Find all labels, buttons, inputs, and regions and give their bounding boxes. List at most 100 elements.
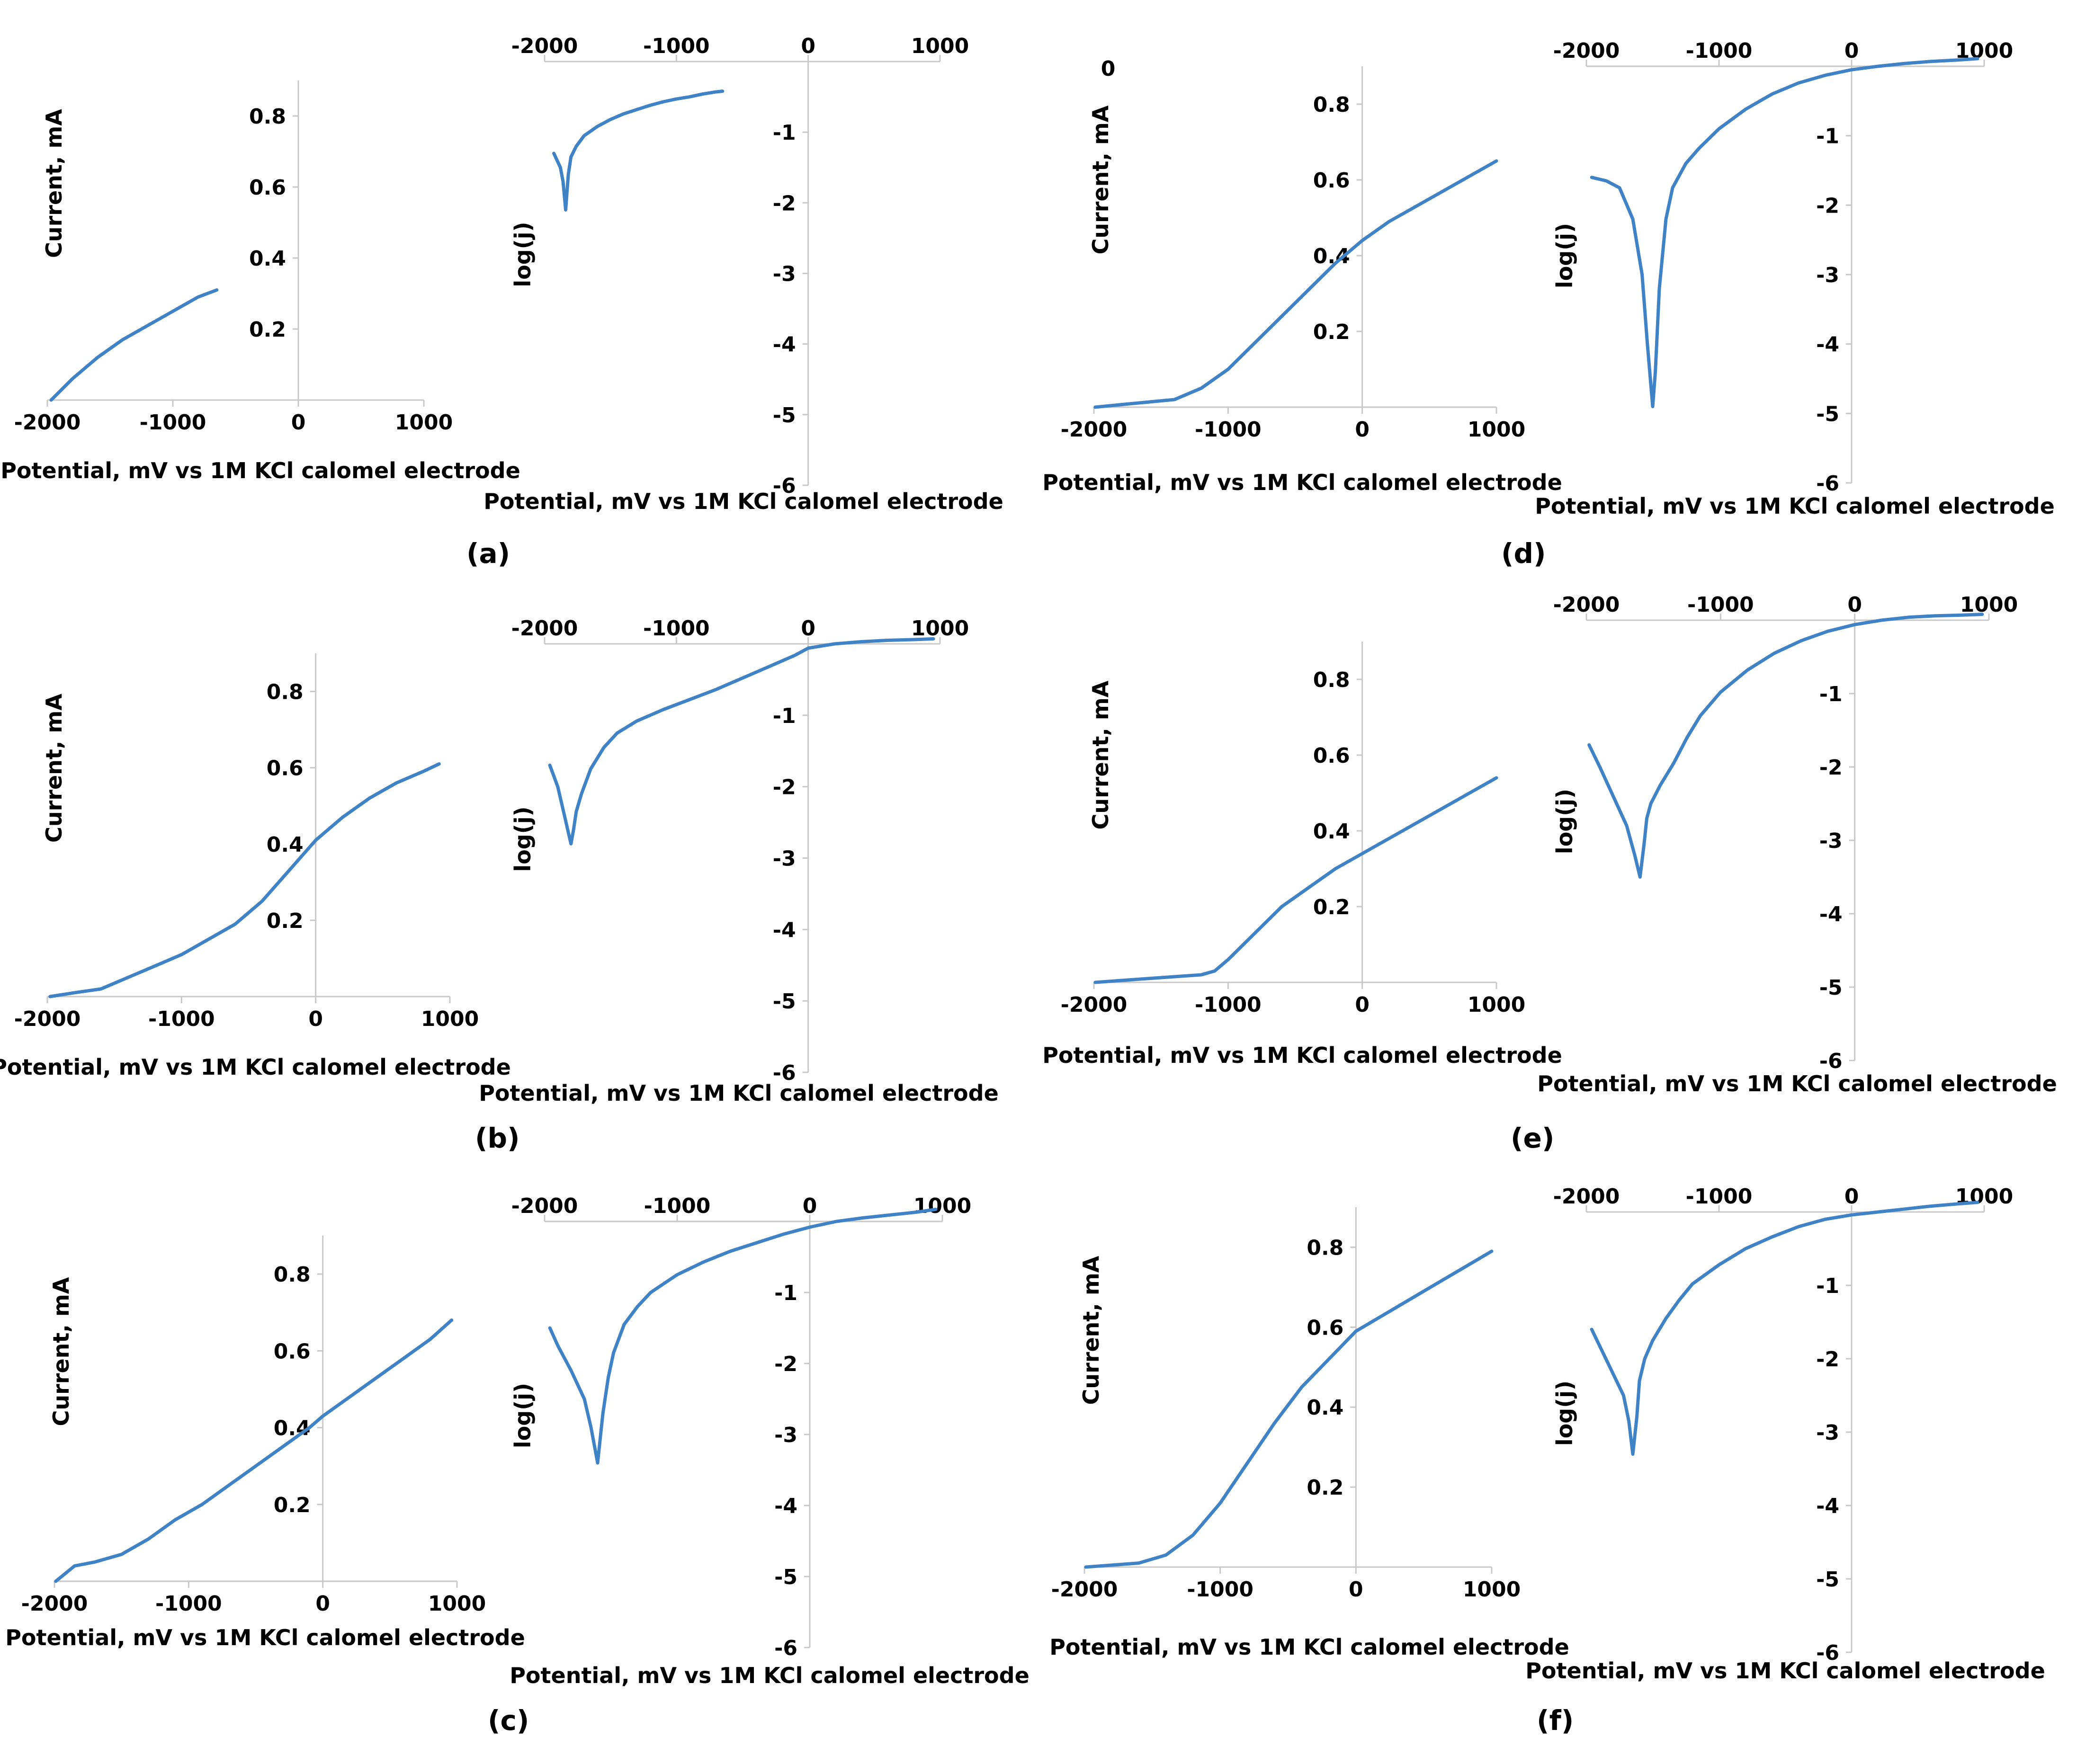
panel-f-linear-y-label: Current, mA (1078, 1256, 1104, 1405)
panel-a-tafel-y-tick-label: -1 (773, 121, 796, 145)
panel-b-tafel-x-tick-label: 0 (801, 616, 815, 641)
panel-e-tafel-y-tick-label: -2 (1819, 756, 1843, 780)
panel-b-linear-y-tick-label: 0.6 (267, 757, 304, 781)
panel-label-c: (c) (488, 1704, 529, 1737)
panel-a-linear-curve (49, 288, 219, 402)
panel-d-linear-y-label: Current, mA (1088, 105, 1113, 254)
panel-d-linear-x-label: Potential, mV vs 1M KCl calomel electrod… (1042, 470, 1562, 495)
panel-e-linear-x-label: Potential, mV vs 1M KCl calomel electrod… (1042, 1042, 1562, 1068)
panel-a-linear-x-tick-label: -2000 (14, 410, 81, 435)
panel-c-linear-x-tick-label: 1000 (428, 1592, 486, 1616)
panel-b-linear-x-label: Potential, mV vs 1M KCl calomel electrod… (0, 1054, 511, 1080)
panel-e-linear-x-tick-label: -2000 (1061, 993, 1128, 1017)
panel-f-tafel-y-tick-label: -2 (1816, 1347, 1839, 1372)
panel-e-linear-x-tick-label: 0 (1355, 993, 1370, 1017)
panel-a-tafel-y-tick-label: -6 (773, 474, 796, 498)
panel-a-linear-y-tick-label: 0.2 (249, 318, 286, 342)
panel-b-linear-x-tick-label: -1000 (148, 1007, 215, 1031)
panel-b-tafel-y-tick-label: -6 (773, 1061, 796, 1085)
panel-e-linear-y-tick-label: 0.8 (1313, 668, 1350, 692)
panel-c-tafel-y-tick-label: -6 (774, 1636, 797, 1660)
panel-e-tafel-y-label: log(j) (1552, 789, 1577, 854)
panel-d-tafel-curve (1590, 57, 1979, 409)
panel-e-tafel-x-tick-label: -1000 (1687, 593, 1754, 617)
panel-d-tafel-x-label: Potential, mV vs 1M KCl calomel electrod… (1535, 493, 2055, 519)
panel-f-linear-y-tick-label: 0.6 (1307, 1316, 1343, 1340)
panel-b-linear-y-label: Current, mA (41, 694, 67, 843)
panel-c-tafel-y-tick-label: -3 (774, 1423, 797, 1447)
panel-a-linear-y-tick-label: 0.4 (249, 247, 286, 271)
panel-f-tafel-x-label: Potential, mV vs 1M KCl calomel electrod… (1525, 1658, 2045, 1684)
panel-a-tafel-x-tick-label: 1000 (911, 34, 969, 58)
panel-label-d: (d) (1501, 537, 1546, 570)
panel-d-linear-curve (1093, 159, 1498, 409)
panel-c-linear-x-tick-label: -2000 (21, 1592, 88, 1616)
panel-f-linear-x-label: Potential, mV vs 1M KCl calomel electrod… (1049, 1634, 1569, 1660)
panel-a-tafel-x-tick-label: -1000 (643, 34, 710, 58)
panel-e-tafel-x-label: Potential, mV vs 1M KCl calomel electrod… (1537, 1071, 2057, 1096)
panel-c-tafel-y-label: log(j) (510, 1383, 536, 1448)
panel-f-tafel-y-tick-label: -4 (1816, 1494, 1839, 1518)
panel-b-linear-curve (48, 762, 441, 998)
panel-e-tafel-y-tick-label: -1 (1819, 682, 1843, 706)
panel-d-linear-x-tick-label: -1000 (1195, 418, 1262, 442)
panel-c-linear-y-tick-label: 0.4 (274, 1417, 311, 1441)
panel-e-linear-x-tick-label: 1000 (1468, 993, 1525, 1017)
panel-b-linear-x-tick-label: -2000 (14, 1007, 81, 1031)
panel-b-tafel-y-tick-label: -1 (773, 704, 796, 728)
panel-a-linear-y-tick-label: 0.8 (249, 105, 286, 129)
panel-a-tafel-x-tick-label: 0 (801, 34, 815, 58)
panel-e-linear-y-label: Current, mA (1088, 680, 1113, 829)
panel-c-tafel-x-label: Potential, mV vs 1M KCl calomel electrod… (510, 1663, 1030, 1688)
panel-f-tafel-x-tick-label: -2000 (1553, 1185, 1620, 1209)
panel-d-tafel-y-label: log(j) (1552, 223, 1577, 288)
panel-c-tafel-x-tick-label: -2000 (511, 1194, 578, 1218)
panel-e-linear-curve (1093, 776, 1498, 984)
panel-c-tafel-x-tick-label: 0 (803, 1194, 817, 1218)
panel-e-tafel-y-tick-label: -6 (1819, 1049, 1843, 1073)
panel-b-tafel-x-label: Potential, mV vs 1M KCl calomel electrod… (479, 1080, 999, 1106)
panel-label-a: (a) (466, 537, 510, 570)
panel-b-tafel-y-tick-label: -3 (773, 847, 796, 871)
panel-f-linear-x-tick-label: 0 (1349, 1577, 1363, 1602)
panel-f-linear-y-tick-label: 0.8 (1307, 1236, 1343, 1260)
panel-f-tafel-x-tick-label: 0 (1844, 1185, 1859, 1209)
panel-a-tafel-y-tick-label: -5 (773, 403, 796, 428)
panel-c-tafel-y-tick-label: -2 (774, 1352, 797, 1376)
panel-a-tafel-y-tick-label: -4 (773, 333, 796, 357)
panel-b-linear-x-tick-label: 1000 (421, 1007, 479, 1031)
panel-b-tafel-x-tick-label: -1000 (643, 616, 710, 641)
panel-label-f: (f) (1537, 1704, 1574, 1737)
panel-e-tafel-curve (1587, 613, 1984, 879)
panel-a-linear-y-tick-label: 0.6 (249, 176, 286, 200)
panel-d-tafel-x-tick-label: -1000 (1686, 39, 1753, 63)
panel-a-linear-x-label: Potential, mV vs 1M KCl calomel electrod… (0, 458, 520, 483)
panel-d-linear-x-tick-label: 0 (1355, 418, 1370, 442)
panel-f-linear-x-tick-label: 1000 (1463, 1577, 1521, 1602)
panel-d-linear-x-tick-label: 1000 (1468, 418, 1525, 442)
panel-d-tafel-y-tick-label: -2 (1816, 194, 1839, 218)
panel-e-tafel-x-tick-label: 1000 (1960, 593, 2018, 617)
panel-e-linear-y-tick-label: 0.6 (1313, 744, 1350, 768)
panel-e-linear-y-tick-label: 0.4 (1313, 820, 1350, 844)
panel-a-linear-x-tick-label: 0 (291, 410, 306, 435)
panel-a-tafel-x-tick-label: -2000 (511, 34, 578, 58)
panel-d-tafel-y-tick-label: -3 (1816, 263, 1839, 287)
panel-d-tafel-x-tick-label: 0 (1844, 39, 1859, 63)
panel-f-tafel-y-label: log(j) (1552, 1381, 1577, 1446)
panel-c-linear-curve (54, 1318, 454, 1583)
panel-f-tafel-x-tick-label: -1000 (1686, 1185, 1753, 1209)
panel-b-tafel-x-tick-label: -2000 (511, 616, 578, 641)
panel-e-tafel-x-tick-label: 0 (1847, 593, 1862, 617)
panel-c-tafel-x-tick-label: -1000 (644, 1194, 711, 1218)
panel-f-tafel-y-tick-label: -3 (1816, 1421, 1839, 1445)
panel-f-tafel-y-tick-label: -5 (1816, 1568, 1839, 1592)
panel-a-linear-x-tick-label: 1000 (395, 410, 453, 435)
panel-e-linear-x-tick-label: -1000 (1195, 993, 1262, 1017)
panel-e-linear-y-tick-label: 0.2 (1313, 895, 1350, 919)
panel-d-linear-y-tick-label: 0.2 (1313, 320, 1350, 344)
panel-label-e: (e) (1511, 1122, 1555, 1154)
panel-c-tafel-y-tick-label: -5 (774, 1565, 797, 1589)
panel-d-linear-stray-tick-label: 0 (1101, 57, 1116, 81)
